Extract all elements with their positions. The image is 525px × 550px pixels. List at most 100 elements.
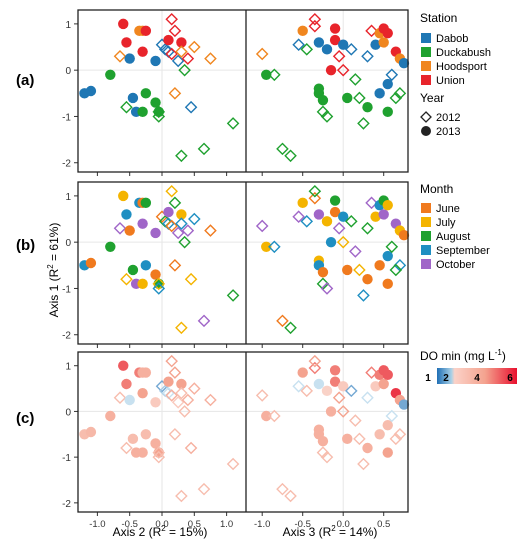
data-point-left — [137, 218, 148, 229]
data-point-right — [345, 43, 358, 56]
data-point-right — [332, 49, 346, 63]
data-point-left — [121, 37, 132, 48]
data-point-right — [370, 381, 381, 392]
panel-label-b: (b) — [16, 237, 35, 254]
data-point-left — [150, 227, 161, 239]
legend-station-label: Dabob — [436, 33, 468, 45]
data-point-left — [168, 24, 182, 38]
data-point-right — [382, 278, 393, 290]
legend-station-label: Hoodsport — [436, 61, 487, 73]
panel-label-a: (a) — [16, 72, 34, 89]
x-tick-label-right: 0.5 — [377, 519, 390, 530]
data-point-right — [300, 384, 314, 398]
panel-label-c: (c) — [16, 410, 34, 427]
data-point-left — [137, 447, 148, 458]
data-point-right — [255, 389, 269, 402]
plot-frame — [77, 9, 409, 173]
data-point-right — [276, 482, 289, 496]
data-point-left — [226, 289, 240, 302]
data-point-right — [378, 37, 389, 48]
data-point-right — [300, 43, 314, 56]
data-point-left — [127, 264, 139, 276]
x-tick-label-left: 0.5 — [188, 519, 201, 530]
data-point-left — [150, 55, 161, 67]
data-point-left — [85, 426, 97, 438]
data-point-right — [284, 489, 297, 503]
data-point-right — [382, 419, 393, 431]
data-point-right — [329, 195, 341, 206]
data-point-right — [365, 196, 378, 210]
data-point-right — [374, 88, 385, 99]
panel-b: 1 0 -1 -2 — [62, 181, 410, 348]
data-point-right — [389, 263, 403, 277]
x-tick-label-left: 1.0 — [220, 519, 233, 530]
data-point-left — [184, 441, 198, 455]
data-point-left — [118, 190, 129, 202]
data-point-right — [345, 384, 358, 398]
legend-year-title: Year — [420, 91, 444, 105]
legend-month-swatch — [421, 217, 431, 227]
data-point-left — [226, 457, 240, 471]
data-point-left — [140, 197, 152, 209]
legend-month: Month June July August September October — [420, 182, 490, 271]
legend-month-title: Month — [420, 182, 453, 196]
plot-frame — [77, 351, 409, 513]
data-point-left — [175, 321, 188, 335]
data-point-right — [325, 236, 337, 248]
legend-year-symbol — [420, 111, 432, 123]
legend-do: DO min (mg L-1) 1 2 4 6 — [420, 348, 517, 384]
data-point-right — [329, 206, 341, 218]
data-point-right — [313, 37, 325, 48]
data-point-right — [276, 314, 289, 328]
data-point-left — [137, 46, 148, 57]
data-point-right — [365, 366, 378, 379]
legend-month-swatch — [421, 203, 431, 213]
data-point-right — [317, 435, 329, 447]
data-point-left — [140, 25, 152, 37]
data-point-right — [332, 391, 346, 405]
y-tick-label: 0 — [65, 238, 71, 249]
legend-station: Station Dabob Duckabush Hoodsport Union — [420, 11, 491, 87]
data-point-right — [382, 369, 393, 381]
data-point-right — [297, 197, 308, 209]
data-point-right — [357, 117, 370, 130]
data-point-left — [165, 47, 178, 61]
data-point-right — [313, 378, 325, 390]
legend-month-swatch — [421, 259, 431, 269]
data-point-left — [118, 18, 129, 30]
data-point-right — [361, 49, 374, 63]
data-point-left — [197, 482, 211, 496]
y-tick-label: 1 — [65, 362, 71, 373]
data-point-left — [171, 226, 185, 240]
data-point-right — [268, 240, 281, 254]
data-point-right — [329, 376, 341, 387]
data-point-right — [378, 378, 389, 390]
panel-c: 1 0 -1 -2 -1.0 -0.5 0.0 0.5 1.0 -1.0 -0.5 0.0 0.5 — [62, 351, 410, 530]
data-point-right — [389, 91, 403, 105]
data-point-left — [188, 212, 201, 226]
legend-month-label: October — [436, 259, 475, 271]
data-point-left — [150, 397, 161, 408]
data-point-left — [176, 37, 187, 48]
data-point-left — [175, 149, 188, 163]
data-point-left — [165, 219, 178, 233]
data-point-left — [121, 209, 132, 220]
legend-station-swatch — [421, 61, 431, 71]
y-tick-label: 0 — [65, 66, 71, 77]
data-point-left — [168, 87, 182, 100]
data-point-right — [320, 450, 334, 464]
legend-station-swatch — [421, 47, 431, 57]
data-point-left — [168, 259, 182, 272]
data-point-right — [342, 264, 353, 276]
data-point-left — [137, 387, 148, 399]
data-point-right — [317, 95, 329, 106]
data-point-right — [292, 379, 305, 393]
data-point-right — [308, 184, 322, 198]
data-point-right — [268, 409, 281, 423]
data-point-left — [140, 429, 152, 440]
y-tick-label: -1 — [62, 284, 71, 295]
data-point-left — [181, 52, 195, 65]
data-point-left — [124, 394, 135, 406]
data-point-left — [175, 489, 188, 503]
data-point-left — [197, 142, 211, 156]
